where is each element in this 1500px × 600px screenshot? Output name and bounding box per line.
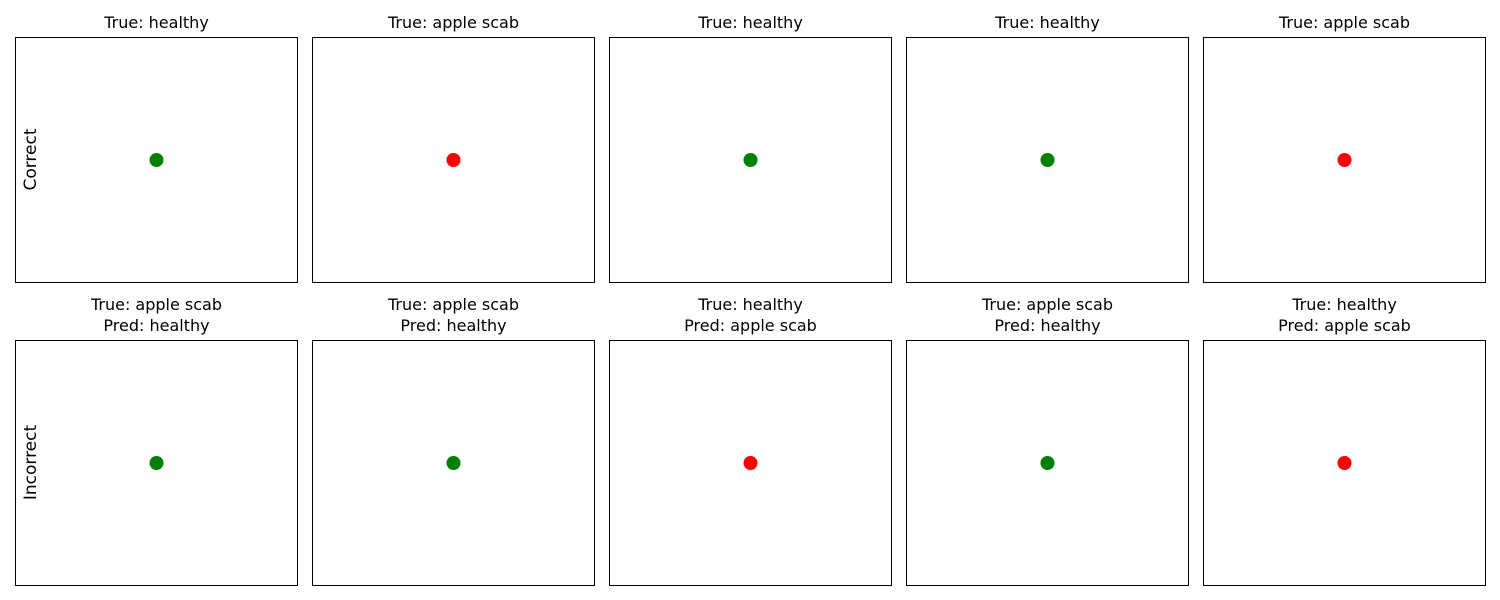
dot: [1337, 153, 1352, 167]
row-label: Incorrect: [21, 425, 41, 501]
row-label: Correct: [21, 128, 41, 190]
panel-title: Pred: apple scab: [684, 316, 817, 335]
dot: [149, 456, 164, 470]
panel-title: Pred: healthy: [994, 316, 1100, 335]
panel-title: True: apple scab: [90, 295, 222, 314]
panel-title: Pred: healthy: [400, 316, 506, 335]
panel-title: True: apple scab: [1278, 13, 1410, 32]
panel-title: True: healthy: [697, 13, 803, 32]
panel-title: True: apple scab: [981, 295, 1113, 314]
panel-title: True: healthy: [994, 13, 1100, 32]
dot: [446, 456, 461, 470]
panel-title: True: apple scab: [387, 13, 519, 32]
dot: [446, 153, 461, 167]
dot: [1337, 456, 1352, 470]
panel-title: Pred: apple scab: [1278, 316, 1411, 335]
dot: [1040, 456, 1055, 470]
dot: [743, 153, 758, 167]
panel-title: True: healthy: [1291, 295, 1397, 314]
dot: [743, 456, 758, 470]
dot: [1040, 153, 1055, 167]
dot: [149, 153, 164, 167]
panel-title: True: healthy: [697, 295, 803, 314]
panel-title: Pred: healthy: [103, 316, 209, 335]
panel-title: True: apple scab: [387, 295, 519, 314]
panel-title: True: healthy: [103, 13, 209, 32]
